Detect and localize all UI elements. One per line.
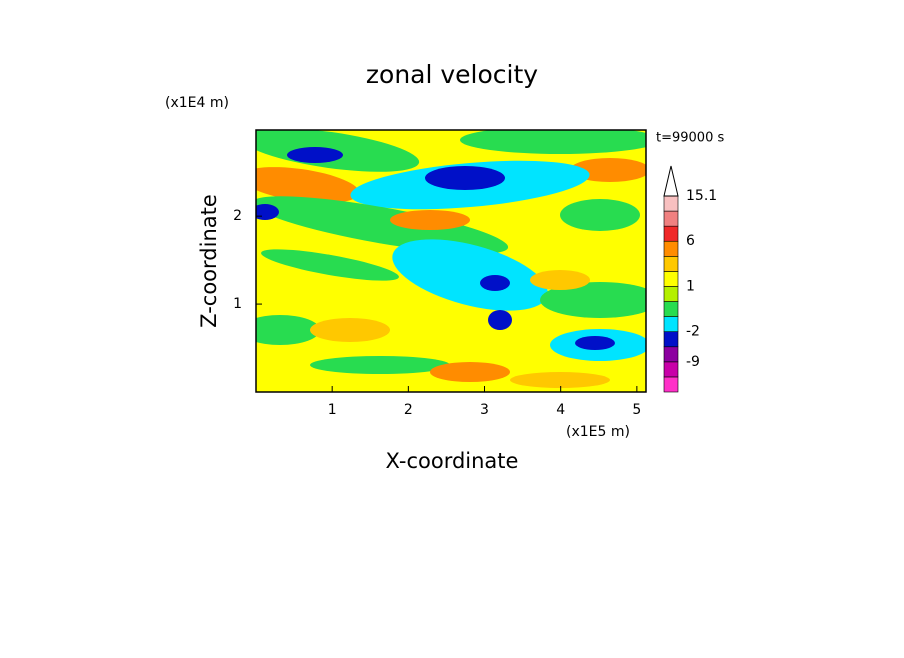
colorbar-segment [663, 361, 679, 378]
contour-field [256, 130, 646, 392]
colorbar-segment [663, 301, 679, 317]
colorbar-segment [663, 195, 679, 212]
chart-title: zonal velocity [366, 60, 538, 89]
colorbar-label: -2 [686, 324, 700, 340]
x-axis-label: X-coordinate [386, 449, 519, 473]
y-tick-label: 1 [233, 296, 242, 312]
colorbar-label: 15.1 [686, 188, 717, 204]
y-tick-label: 2 [233, 208, 242, 224]
colorbar-label: 6 [686, 233, 695, 249]
y-axis-label: Z-coordinate [197, 194, 221, 328]
x-scale-label: (x1E5 m) [566, 424, 630, 440]
x-tick-label: 4 [556, 402, 565, 418]
colorbar-segment [663, 271, 679, 287]
colorbar-segment [663, 256, 679, 272]
colorbar-segment [663, 376, 679, 393]
colorbar-segment [663, 240, 679, 257]
x-tick-label: 5 [632, 402, 641, 418]
x-tick-label: 3 [480, 402, 489, 418]
colorbar-segment [663, 331, 679, 348]
colorbar-segment [663, 286, 679, 302]
colorbar-segment [663, 316, 679, 332]
colorbar-extension [663, 165, 679, 197]
colorbar-label: 1 [686, 278, 695, 294]
colorbar-label: -9 [686, 354, 700, 370]
x-tick-label: 1 [328, 402, 337, 418]
time-label: t=99000 s [656, 131, 724, 146]
y-scale-label: (x1E4 m) [165, 95, 229, 111]
colorbar-segment [663, 210, 679, 227]
colorbar-segment [663, 346, 679, 363]
colorbar-segment [663, 225, 679, 242]
plot-frame [255, 129, 647, 393]
x-tick-label: 2 [404, 402, 413, 418]
